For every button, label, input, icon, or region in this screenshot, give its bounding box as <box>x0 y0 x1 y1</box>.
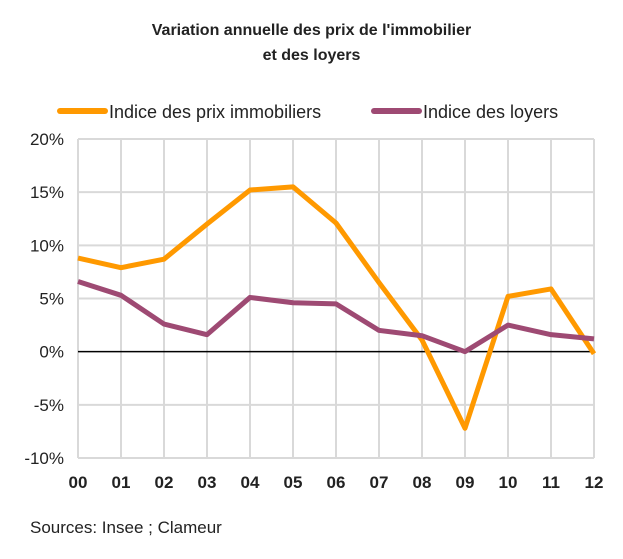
y-tick-label: -10% <box>24 449 64 468</box>
legend-label: Indice des loyers <box>423 102 558 122</box>
x-tick-label: 11 <box>542 473 560 492</box>
x-tick-label: 02 <box>155 473 174 492</box>
chart-title-line2: et des loyers <box>262 47 361 64</box>
y-tick-label: 0% <box>39 343 64 362</box>
legend-label: Indice des prix immobiliers <box>109 102 321 122</box>
y-tick-label: 10% <box>30 236 64 255</box>
y-tick-label: -5% <box>34 396 64 415</box>
line-chart: 20% 15% 10% 5% 0% -5% -10% 00 01 02 03 04 05 06 07 08 09… <box>24 102 604 492</box>
source-note: Sources: Insee ; Clameur <box>30 518 222 537</box>
y-tick-label: 15% <box>30 183 64 202</box>
x-tick-label: 03 <box>198 473 217 492</box>
x-tick-label: 12 <box>585 473 604 492</box>
x-tick-label: 08 <box>413 473 432 492</box>
x-tick-label: 10 <box>499 473 518 492</box>
y-tick-label: 20% <box>30 130 64 149</box>
x-tick-label: 05 <box>284 473 303 492</box>
x-tick-label: 00 <box>69 473 88 492</box>
x-tick-label: 01 <box>112 473 131 492</box>
chart-title-line1: Variation annuelle des prix de l'immobil… <box>151 22 472 39</box>
y-tick-label: 5% <box>39 290 64 309</box>
x-tick-label: 06 <box>327 473 346 492</box>
x-tick-label: 04 <box>241 473 260 492</box>
x-tick-label: 07 <box>370 473 389 492</box>
x-tick-label: 09 <box>456 473 475 492</box>
